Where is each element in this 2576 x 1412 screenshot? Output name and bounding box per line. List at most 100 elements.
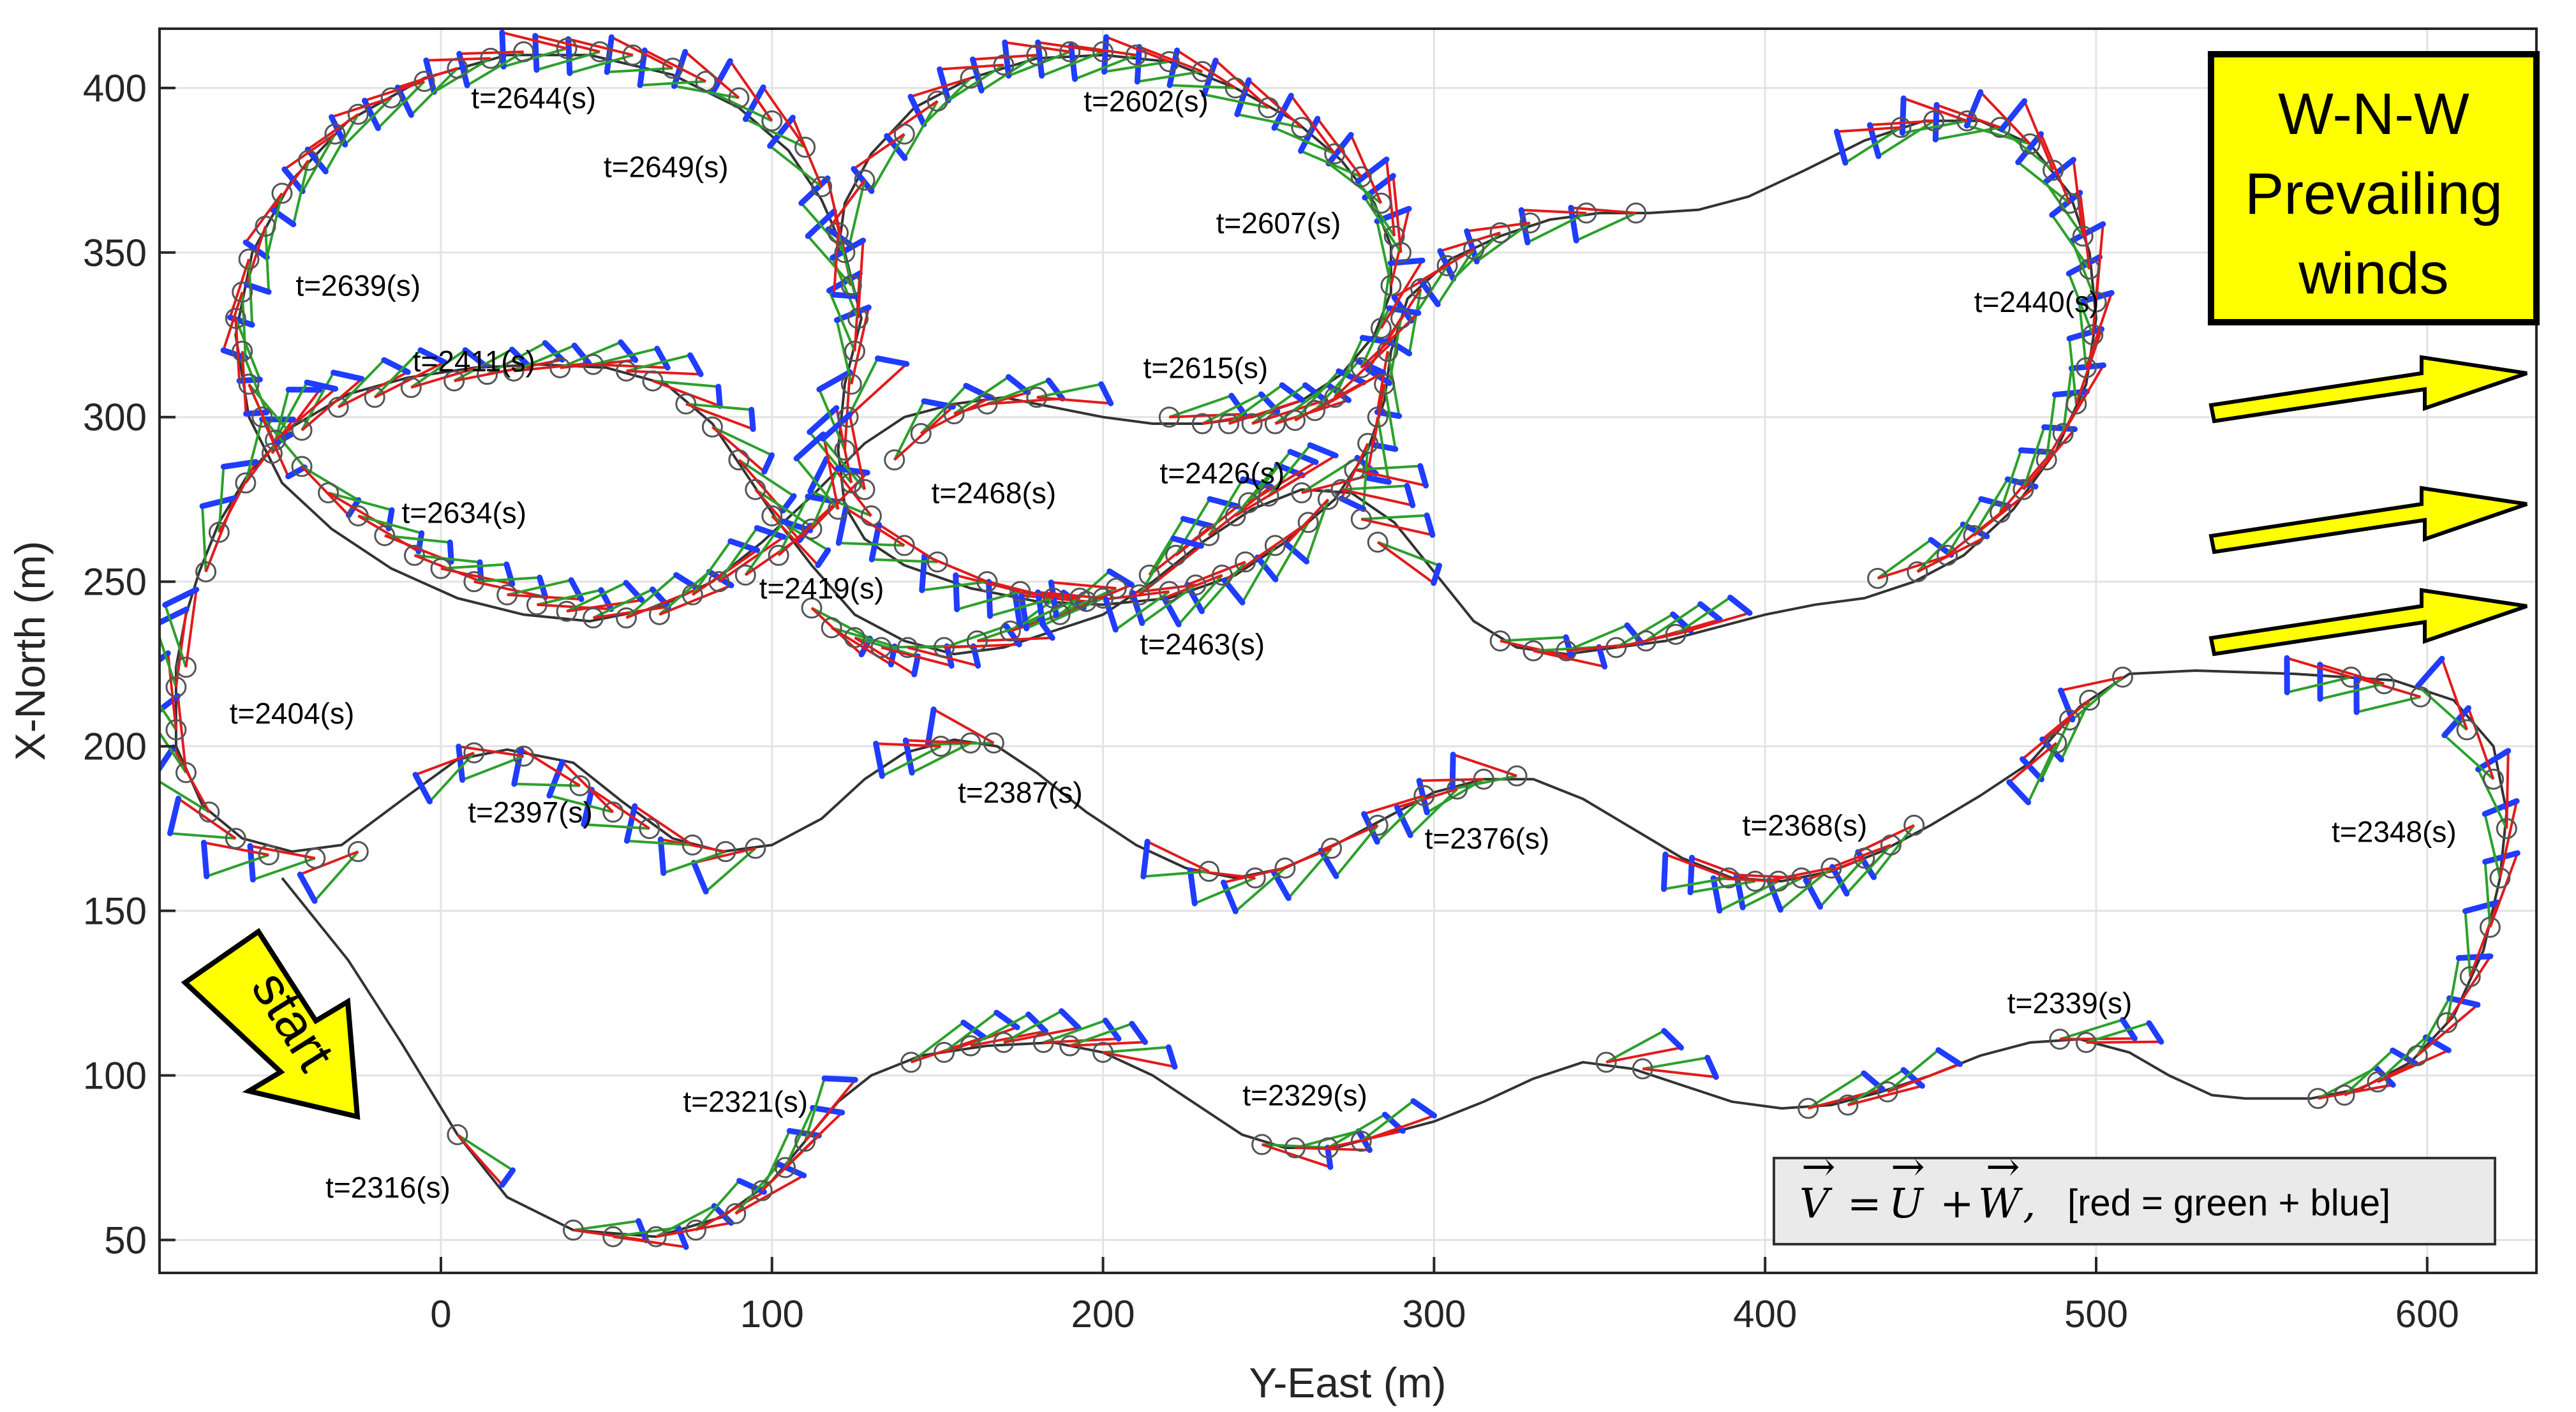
wind-vector (2069, 221, 2106, 244)
sample-marker (1635, 630, 1657, 652)
wind-vector (925, 706, 937, 748)
airspeed-vector (955, 574, 1021, 593)
sample-marker (1390, 308, 1412, 329)
groundspeed-vector (1177, 574, 1223, 626)
sample-marker (1820, 857, 1842, 879)
airspeed-vector (847, 362, 908, 419)
sample-marker (2406, 1045, 2428, 1067)
sample-marker (860, 505, 882, 526)
x-tick-label: 0 (430, 1293, 451, 1335)
groundspeed-vector (626, 353, 691, 373)
wind-vector (285, 464, 308, 480)
sample-marker (695, 71, 717, 93)
groundspeed-vector (1452, 775, 1517, 791)
sample-marker (1321, 838, 1343, 859)
groundspeed-vector (218, 466, 225, 533)
groundspeed-vector (1642, 1056, 1708, 1071)
groundspeed-vector (1019, 597, 1081, 627)
groundspeed-vector (1341, 484, 1408, 491)
wind-vector (710, 58, 733, 96)
time-annotation: t=2440(s) (1974, 285, 2099, 318)
sample-marker (304, 847, 326, 869)
groundspeed-vector (1376, 221, 1392, 286)
wind-vector (816, 369, 853, 392)
groundspeed-vector (1241, 544, 1277, 604)
groundspeed-vector (761, 1130, 791, 1191)
airspeed-vector (1570, 206, 1637, 214)
airspeed-vector (2441, 658, 2468, 731)
airspeed-vector (2467, 708, 2495, 780)
time-annotation: t=2634(s) (401, 496, 526, 529)
wind-vector (1129, 590, 1145, 627)
groundspeed-vector (1293, 370, 1340, 422)
wind-vector (331, 369, 365, 382)
groundspeed-vector (583, 823, 650, 830)
groundspeed-vector (1327, 1113, 1386, 1149)
groundspeed-vector (2000, 128, 2054, 172)
sample-marker (1489, 630, 1511, 652)
groundspeed-vector (1267, 444, 1311, 497)
sample-marker (639, 818, 660, 840)
sample-marker (1291, 482, 1313, 503)
sample-marker (1129, 584, 1150, 606)
time-annotation: t=2329(s) (1242, 1078, 1367, 1111)
wind-vector (1098, 381, 1114, 406)
groundspeed-vector (503, 47, 567, 68)
sample-marker (725, 1203, 747, 1224)
sample-marker (2373, 673, 2395, 695)
sample-marker (2052, 423, 2074, 445)
groundspeed-vector (822, 438, 866, 491)
sample-marker (1556, 640, 1577, 662)
groundspeed-vector (593, 347, 658, 366)
groundspeed-vector (754, 488, 812, 527)
sample-marker (1350, 509, 1372, 530)
wind-vector (1240, 476, 1274, 490)
wind-vector (810, 1104, 845, 1116)
wind-vector (2482, 850, 2520, 865)
wind-vector (1596, 644, 1608, 670)
sample-markers-layer (165, 38, 2517, 1247)
groundspeed-vector (2476, 768, 2508, 829)
sample-marker (1032, 1032, 1054, 1053)
groundspeed-vector (2343, 1049, 2394, 1096)
sample-marker (165, 719, 187, 741)
wind-vector (1234, 77, 1252, 117)
sample-marker (1903, 814, 1925, 836)
groundspeed-vector (536, 50, 600, 71)
wind-vector (1129, 1021, 1149, 1045)
groundspeed-vector (1138, 537, 1175, 596)
groundspeed-vector (881, 745, 942, 778)
sample-marker (1575, 202, 1597, 224)
sample-marker (821, 617, 842, 639)
airspeed-vector (2095, 224, 2104, 302)
sample-marker (1225, 77, 1246, 99)
airspeed-vector (905, 739, 971, 745)
sample-marker (681, 834, 703, 856)
sample-marker (930, 736, 951, 757)
wind-vector (1417, 463, 1429, 489)
groundspeed-vector (1361, 514, 1427, 521)
groundspeed-vector (1168, 394, 1232, 419)
wind-vector (969, 56, 985, 94)
airspeed-vector (825, 457, 873, 517)
sample-marker (195, 561, 217, 583)
sample-marker (602, 1226, 624, 1247)
groundspeed-vector (893, 400, 925, 461)
wind-vector (2039, 736, 2065, 763)
groundspeed-vector (536, 588, 602, 606)
airspeed-vector (374, 360, 445, 399)
time-annotation: t=2639(s) (295, 269, 421, 302)
airspeed-vector (1419, 778, 1484, 782)
sample-marker (1768, 870, 1789, 892)
groundspeed-vector (1807, 1072, 1865, 1110)
sample-marker (1463, 239, 1485, 260)
airspeed-vector (1354, 468, 1426, 487)
sample-marker (556, 600, 577, 622)
groundspeed-vector (627, 839, 693, 847)
groundspeed-vector (1207, 479, 1244, 537)
sample-marker (1198, 861, 1220, 882)
wind-vector (736, 1178, 768, 1195)
wind-vector (2475, 748, 2512, 773)
sample-marker (480, 47, 502, 69)
wind-vector (776, 1161, 807, 1178)
